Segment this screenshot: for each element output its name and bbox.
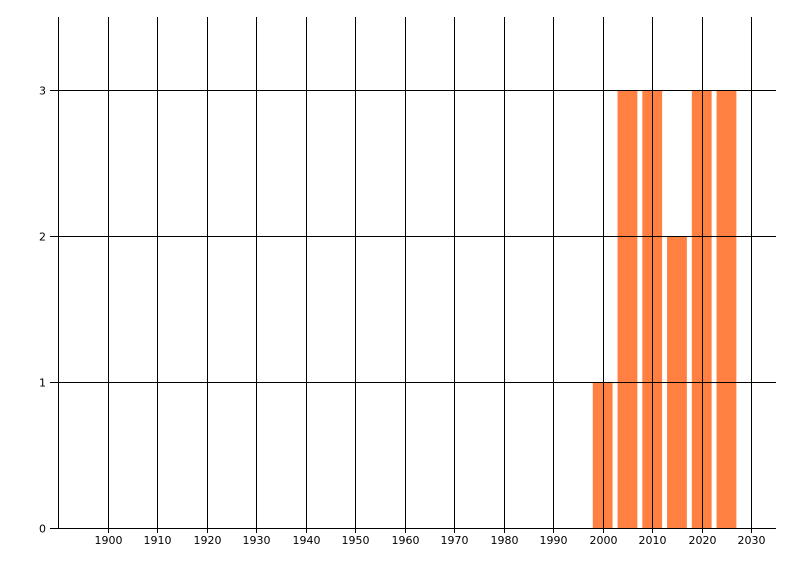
x-tick-label-1970: 1970: [441, 534, 469, 547]
y-tick-label-3: 3: [39, 85, 46, 98]
x-tick-label-1950: 1950: [342, 534, 370, 547]
bar-2000: [592, 382, 613, 528]
x-tick-label-2030: 2030: [738, 534, 766, 547]
x-tick-label-1960: 1960: [392, 534, 420, 547]
bar-2025: [716, 90, 737, 528]
x-tick-label-2000: 2000: [590, 534, 618, 547]
x-tick-label-1930: 1930: [243, 534, 271, 547]
y-tick-label-0: 0: [39, 523, 46, 536]
y-tick-label-1: 1: [39, 377, 46, 390]
y-tick-label-2: 2: [39, 231, 46, 244]
x-tick-label-1910: 1910: [144, 534, 172, 547]
x-tick-label-1990: 1990: [540, 534, 568, 547]
x-tick-label-1980: 1980: [491, 534, 519, 547]
x-tick-label-1900: 1900: [95, 534, 123, 547]
x-tick-label-1920: 1920: [194, 534, 222, 547]
x-tick-label-1940: 1940: [293, 534, 321, 547]
x-tick-label-2020: 2020: [689, 534, 717, 547]
x-tick-label-2010: 2010: [639, 534, 667, 547]
bar-2020: [691, 90, 712, 528]
bar-2005: [617, 90, 638, 528]
